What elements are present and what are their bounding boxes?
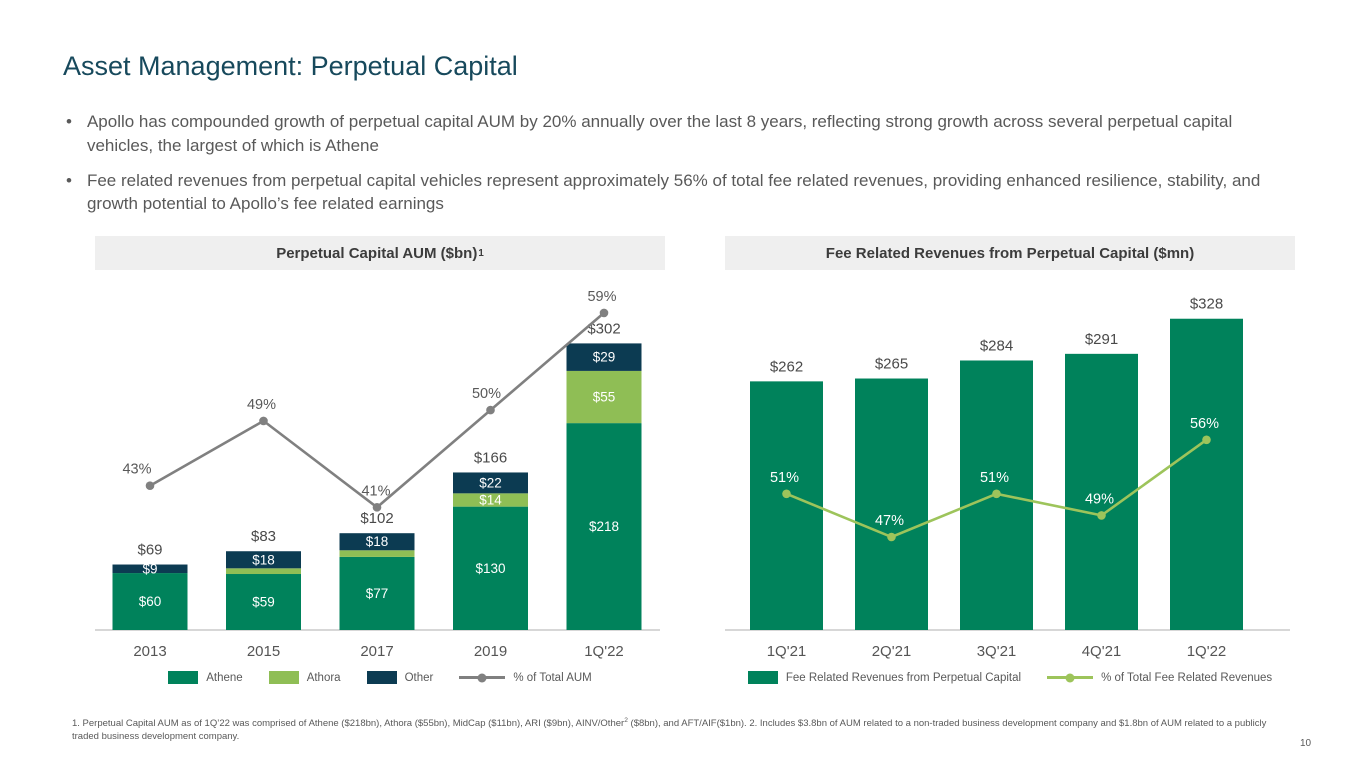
svg-text:$328: $328	[1190, 296, 1223, 313]
aum-chart-legend: Athene Athora Other % of Total AUM	[95, 671, 665, 684]
svg-text:$55: $55	[593, 390, 616, 405]
legend-label: % of Total Fee Related Revenues	[1101, 671, 1273, 684]
bullet-text: Apollo has compounded growth of perpetua…	[86, 112, 1233, 155]
svg-text:$59: $59	[252, 595, 275, 610]
svg-text:2019: 2019	[474, 643, 507, 660]
athene-swatch-icon	[168, 671, 199, 684]
legend-item-athene: Athene	[168, 671, 243, 684]
page-number: 10	[1300, 738, 1312, 749]
aum-stacked-bar-chart: $60 $9 $69 2013 $59 $18 $83 2015 $77 $18 $102 2017 $…	[95, 289, 660, 660]
fee-revenue-swatch-icon	[747, 671, 778, 684]
bullet-item: • Fee related revenues from perpetual ca…	[66, 169, 1261, 217]
footnote-marker: 1	[478, 247, 484, 259]
other-swatch-icon	[366, 671, 397, 684]
svg-text:$130: $130	[475, 561, 505, 576]
svg-text:$166: $166	[474, 449, 507, 466]
legend-label: Fee Related Revenues from Perpetual Capi…	[785, 671, 1022, 684]
legend-item-athora: Athora	[268, 671, 341, 684]
fee-revenue-chart-title: Fee Related Revenues from Perpetual Capi…	[725, 236, 1295, 270]
fee-revenue-chart-legend: Fee Related Revenues from Perpetual Capi…	[725, 671, 1295, 684]
svg-text:2Q'21: 2Q'21	[872, 643, 912, 660]
fee-revenue-chart-panel: Fee Related Revenues from Perpetual Capi…	[725, 236, 1295, 684]
svg-text:$218: $218	[589, 519, 619, 534]
svg-text:2017: 2017	[360, 643, 393, 660]
svg-text:$302: $302	[587, 320, 620, 337]
svg-text:2015: 2015	[247, 643, 280, 660]
svg-text:$18: $18	[366, 534, 389, 549]
svg-text:$284: $284	[980, 337, 1013, 354]
legend-label: % of Total AUM	[513, 671, 592, 684]
svg-text:$60: $60	[139, 594, 162, 609]
svg-text:$18: $18	[252, 552, 275, 567]
bullet-list: • Apollo has compounded growth of perpet…	[66, 110, 1261, 227]
svg-text:$83: $83	[251, 528, 276, 545]
svg-text:$9: $9	[142, 561, 157, 576]
svg-text:43%: 43%	[122, 462, 151, 478]
svg-text:50%: 50%	[472, 386, 501, 402]
svg-text:56%: 56%	[1190, 416, 1219, 432]
legend-label: Other	[404, 671, 434, 684]
svg-text:47%: 47%	[875, 513, 904, 529]
legend-item-fee-revenues: Fee Related Revenues from Perpetual Capi…	[747, 671, 1022, 684]
line-marker-icon	[459, 673, 506, 682]
bullet-text: Fee related revenues from perpetual capi…	[86, 170, 1261, 214]
svg-text:2013: 2013	[133, 643, 166, 660]
aum-chart-title: Perpetual Capital AUM ($bn) 1	[95, 236, 665, 270]
svg-text:$69: $69	[137, 542, 162, 559]
legend-label: Athene	[206, 671, 243, 684]
svg-text:$291: $291	[1085, 331, 1118, 348]
svg-text:49%: 49%	[247, 397, 276, 413]
bullet-icon: •	[66, 112, 72, 131]
legend-label: Athora	[306, 671, 341, 684]
fee-revenue-bar-chart: $262 1Q'21 $265 2Q'21 $284 3Q'21 $291 4Q'21 $328…	[725, 296, 1290, 660]
svg-text:51%: 51%	[770, 470, 799, 486]
svg-text:1Q'21: 1Q'21	[767, 643, 807, 660]
svg-text:$262: $262	[770, 358, 803, 375]
svg-text:3Q'21: 3Q'21	[977, 643, 1017, 660]
footnote-superscript: 2	[624, 717, 628, 724]
page-title: Asset Management: Perpetual Capital	[63, 51, 518, 81]
line-marker-icon	[1047, 673, 1094, 682]
svg-text:$265: $265	[875, 356, 908, 373]
athora-swatch-icon	[268, 671, 299, 684]
svg-text:$22: $22	[479, 475, 502, 490]
footnote: 1. Perpetual Capital AUM as of 1Q’22 was…	[72, 717, 1267, 743]
svg-text:$29: $29	[593, 350, 616, 365]
svg-text:$102: $102	[360, 510, 393, 527]
svg-text:1Q'22: 1Q'22	[1187, 643, 1227, 660]
legend-item-pct-total-aum: % of Total AUM	[459, 671, 592, 684]
svg-text:4Q'21: 4Q'21	[1082, 643, 1122, 660]
svg-text:59%: 59%	[587, 289, 616, 305]
svg-text:$14: $14	[479, 492, 502, 507]
svg-text:41%: 41%	[361, 483, 390, 499]
svg-text:51%: 51%	[980, 470, 1009, 486]
bullet-item: • Apollo has compounded growth of perpet…	[66, 110, 1261, 158]
legend-item-pct-total-fee-revenues: % of Total Fee Related Revenues	[1047, 672, 1272, 684]
svg-text:$77: $77	[366, 586, 389, 601]
svg-text:49%: 49%	[1085, 491, 1114, 507]
svg-text:1Q'22: 1Q'22	[584, 643, 624, 660]
legend-item-other: Other	[366, 671, 434, 684]
aum-chart-panel: Perpetual Capital AUM ($bn) 1 $60 $9 $69 201…	[95, 236, 665, 684]
bullet-icon: •	[66, 170, 72, 190]
